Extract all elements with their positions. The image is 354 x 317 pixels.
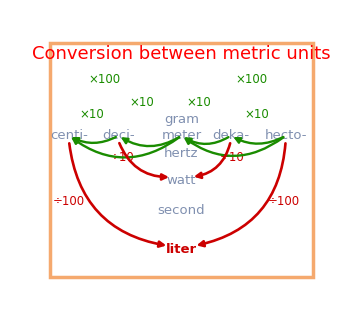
Text: ×10: ×10 (187, 96, 212, 109)
Text: ×100: ×100 (88, 73, 121, 86)
Text: ×100: ×100 (235, 73, 267, 86)
Text: hertz: hertz (164, 147, 199, 160)
Text: liter: liter (166, 243, 197, 256)
Text: ÷100: ÷100 (268, 195, 300, 208)
Text: deka-: deka- (212, 129, 249, 142)
Text: meter: meter (161, 129, 201, 142)
Text: ×10: ×10 (245, 108, 269, 121)
Text: gram: gram (164, 113, 199, 126)
Text: watt: watt (167, 174, 196, 187)
Text: centi-: centi- (50, 129, 88, 142)
Text: ÷100: ÷100 (53, 195, 85, 208)
FancyBboxPatch shape (50, 43, 313, 277)
Text: Conversion between metric units: Conversion between metric units (32, 45, 331, 63)
Text: ÷10: ÷10 (220, 151, 245, 164)
Text: ×10: ×10 (129, 96, 154, 109)
Text: deci-: deci- (102, 129, 135, 142)
Text: ÷10: ÷10 (110, 151, 135, 164)
Text: ×10: ×10 (80, 108, 105, 121)
Text: second: second (158, 204, 205, 217)
Text: hecto-: hecto- (264, 129, 307, 142)
